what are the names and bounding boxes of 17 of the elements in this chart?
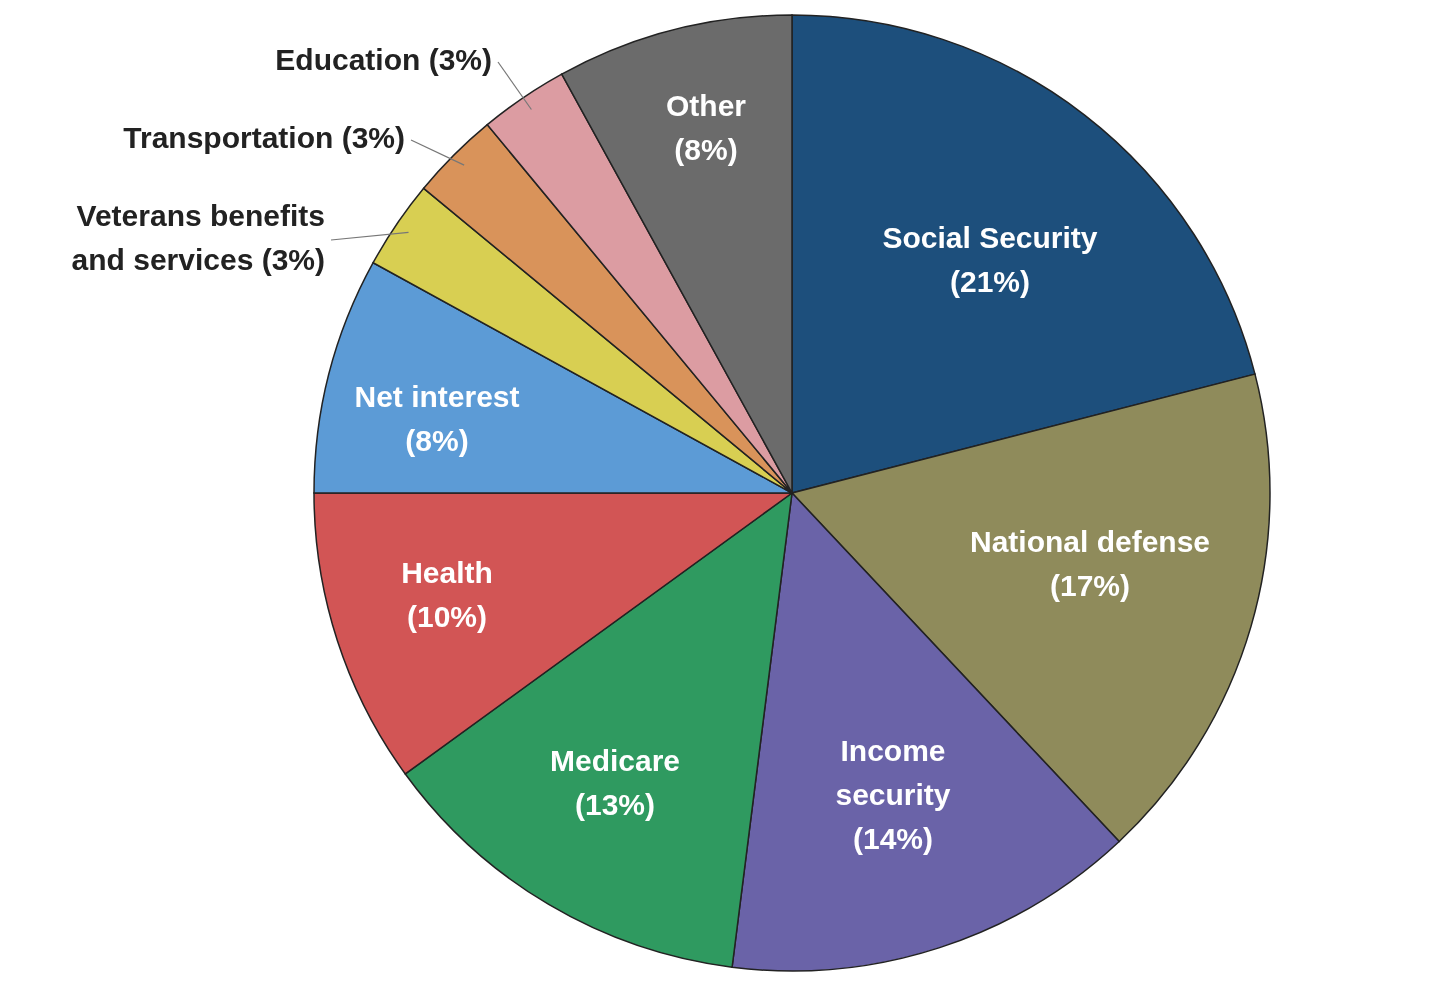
slice-label: Veterans benefits and services (3%) bbox=[71, 198, 325, 276]
data-label: (17%) bbox=[1049, 568, 1131, 602]
slice-label: Health bbox=[401, 555, 493, 589]
slice-label: Education (3%) bbox=[275, 42, 492, 76]
slice-label: Net interest bbox=[354, 379, 520, 413]
data-label: (13%) bbox=[574, 787, 656, 821]
slice-label: Social Security bbox=[882, 220, 1098, 254]
slice-label: Medicare bbox=[549, 743, 681, 777]
data-label: (8%) bbox=[674, 132, 738, 166]
data-label: (8%) bbox=[405, 423, 469, 457]
slice-label: National defense bbox=[969, 524, 1211, 558]
slice-label: Income security bbox=[835, 733, 951, 811]
data-label: (10%) bbox=[406, 599, 488, 633]
slice-label: Other bbox=[665, 88, 747, 122]
data-label: (21%) bbox=[949, 264, 1031, 298]
data-label: (14%) bbox=[852, 821, 934, 855]
slice-label: Transportation (3%) bbox=[123, 120, 405, 154]
